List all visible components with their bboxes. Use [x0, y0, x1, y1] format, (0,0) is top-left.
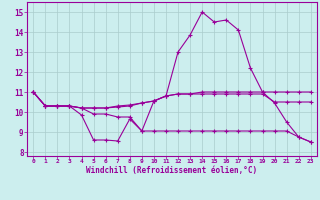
- X-axis label: Windchill (Refroidissement éolien,°C): Windchill (Refroidissement éolien,°C): [86, 166, 258, 175]
